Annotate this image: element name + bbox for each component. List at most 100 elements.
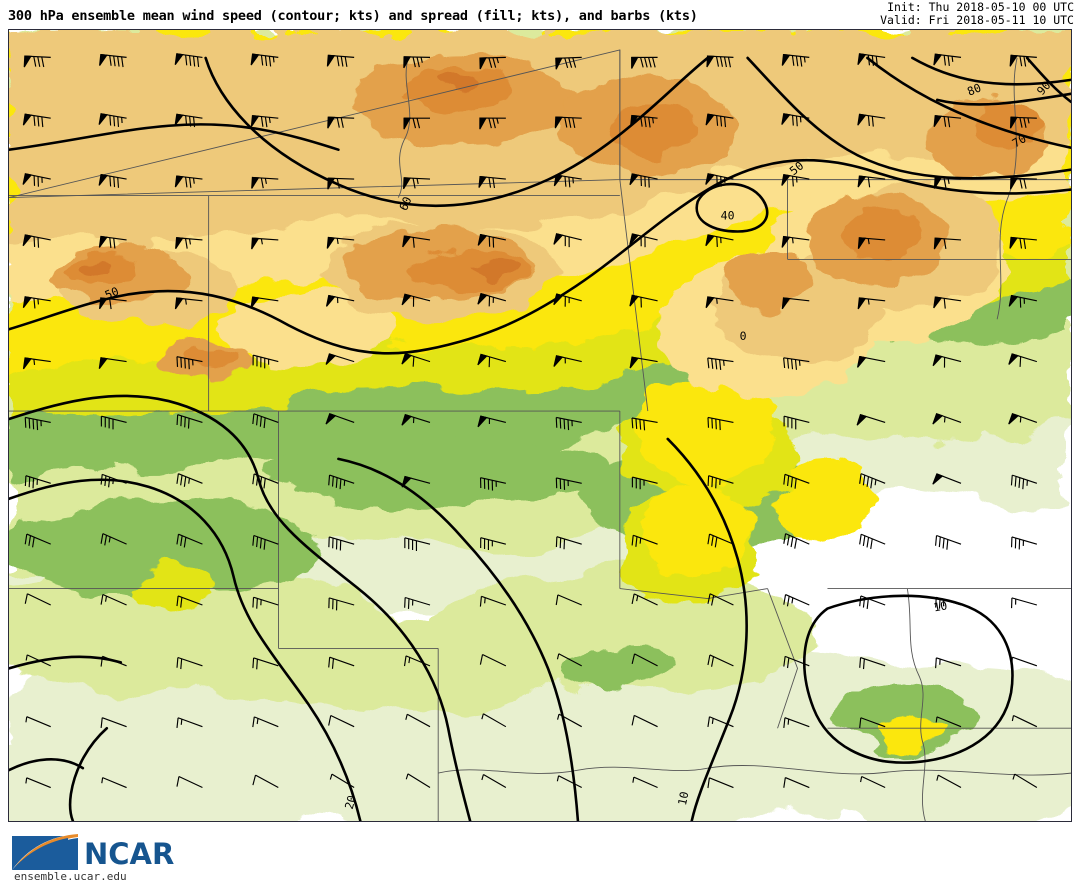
wind-barb [631, 593, 658, 606]
wind-barb [933, 176, 962, 189]
wind-barb [174, 53, 203, 67]
wind-barb [707, 357, 734, 370]
ncar-logo-mark: NCAR [12, 834, 174, 871]
wind-barb [326, 54, 355, 67]
wind-barb [402, 177, 431, 190]
wind-barb [479, 654, 507, 667]
wind-barb [22, 296, 51, 309]
wind-barb [252, 774, 279, 789]
weather-map-canvas[interactable]: 90 80 70 60 50 50 40 0 10 20 10 [9, 30, 1071, 821]
wind-barb [328, 474, 355, 490]
wind-barb [24, 593, 51, 606]
wind-barb [479, 56, 506, 70]
wind-barb [553, 355, 582, 367]
wind-barb [631, 417, 658, 431]
wind-barb [251, 237, 279, 250]
wind-barb [935, 716, 962, 728]
wind-barb [1010, 597, 1038, 609]
wind-barb [100, 717, 127, 728]
ncar-logo-text: NCAR [84, 837, 174, 871]
wind-barb [859, 533, 886, 550]
wind-barb [98, 235, 127, 249]
wind-barb [783, 473, 810, 489]
wind-barb [783, 717, 810, 728]
wind-barb [857, 53, 886, 67]
wind-barb [936, 774, 962, 789]
wind-barb [174, 175, 203, 188]
wind-barb [857, 113, 886, 127]
wind-barb [932, 413, 962, 425]
wind-barb [250, 115, 279, 128]
wind-barb [252, 657, 279, 670]
wind-barb [176, 595, 203, 608]
wind-barb [404, 537, 431, 552]
wind-barb [24, 475, 51, 489]
contour-label-layer: 90 80 70 60 50 50 40 0 10 20 10 [103, 78, 1054, 811]
wind-barb [781, 297, 810, 310]
wind-barb [25, 777, 51, 789]
wind-barb [98, 357, 127, 369]
wind-barb [100, 533, 127, 546]
wind-barb [1008, 353, 1038, 367]
wind-barb [857, 237, 886, 250]
wind-barb [98, 173, 127, 188]
logo-url-label: ensemble.ucar.edu [14, 870, 127, 883]
wind-barb [99, 53, 127, 68]
contour-label: 70 [1010, 131, 1029, 150]
wind-barb [23, 55, 51, 68]
wind-barb [707, 777, 734, 789]
wind-barb [555, 536, 582, 550]
wind-barb [857, 175, 886, 188]
wind-barb [99, 297, 127, 310]
wind-barb [707, 416, 734, 431]
wind-barb [401, 475, 431, 488]
wind-barb [555, 56, 582, 70]
wind-barb [176, 473, 203, 487]
wind-barb [326, 236, 355, 249]
wind-barb [781, 113, 810, 127]
wind-barb [707, 654, 734, 667]
geographic-boundaries-layer [9, 49, 1071, 821]
wind-barb [25, 716, 51, 728]
wind-barb [1008, 413, 1038, 425]
wind-barb [553, 293, 582, 307]
wind-barb [1009, 116, 1037, 129]
wind-barb [629, 233, 658, 248]
wind-barb [479, 117, 506, 130]
wind-barb [1009, 54, 1037, 67]
wind-barb-layer [22, 53, 1038, 789]
wind-barb [556, 775, 582, 789]
wind-barb [401, 293, 431, 307]
wind-barb [405, 713, 431, 728]
wind-barb [24, 416, 51, 431]
wind-barb [328, 597, 355, 611]
wind-barb [631, 476, 658, 490]
wind-barb [554, 116, 582, 129]
wind-barb [553, 233, 582, 248]
wind-barb [479, 477, 506, 491]
map-panel[interactable]: 90 80 70 60 50 50 40 0 10 20 10 [8, 29, 1072, 822]
wind-barb [857, 297, 886, 310]
wind-barb [175, 237, 203, 249]
wind-barb [629, 173, 658, 188]
wind-barb [783, 533, 810, 549]
wind-barb [325, 294, 355, 307]
wind-barb [176, 356, 203, 370]
wind-barb [707, 533, 734, 548]
wind-barb [857, 355, 886, 368]
wind-barb [783, 415, 810, 430]
wind-barb [856, 413, 886, 426]
wind-barb [783, 594, 810, 607]
wind-barb [783, 357, 810, 370]
wind-barb [100, 655, 127, 667]
ncar-logo[interactable]: NCAR ensemble.ucar.edu [6, 828, 178, 884]
contour-label: 80 [965, 80, 983, 98]
contour-label: 50 [103, 284, 121, 302]
wind-barb [477, 292, 507, 307]
wind-barb [480, 537, 507, 550]
wind-barb [1009, 236, 1037, 249]
wind-barb [403, 56, 431, 69]
wind-barb [174, 297, 203, 310]
wind-barb [1010, 474, 1038, 490]
wind-barb [707, 716, 734, 728]
